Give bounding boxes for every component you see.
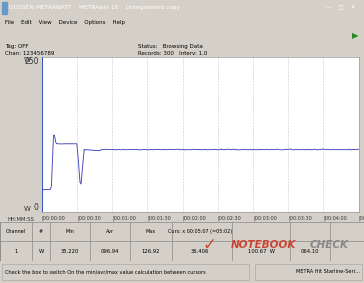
Text: |00:00:30: |00:00:30 <box>77 215 101 221</box>
Text: |00:01:30: |00:01:30 <box>147 215 171 221</box>
Text: ✓: ✓ <box>203 236 217 254</box>
Text: Curs: x 00:05:07 (=05:02): Curs: x 00:05:07 (=05:02) <box>168 229 232 234</box>
Text: Records: 300   Interv: 1.0: Records: 300 Interv: 1.0 <box>138 51 208 56</box>
Text: ▶: ▶ <box>352 31 359 40</box>
Text: 064.10: 064.10 <box>301 249 319 254</box>
Text: W: W <box>24 57 31 63</box>
Text: Chan: 123456789: Chan: 123456789 <box>5 51 55 56</box>
Text: |00:02:00: |00:02:00 <box>183 215 206 221</box>
Text: 35.220: 35.220 <box>61 249 79 254</box>
Text: #: # <box>39 229 43 234</box>
Text: Channel: Channel <box>6 229 26 234</box>
Text: NOTEBOOK: NOTEBOOK <box>231 240 297 250</box>
Text: CHECK: CHECK <box>310 240 349 250</box>
Text: Status:   Browsing Data: Status: Browsing Data <box>138 44 203 48</box>
Text: |00:04:00: |00:04:00 <box>323 215 347 221</box>
Bar <box>255 264 362 280</box>
Bar <box>2 3 7 14</box>
Text: Check the box to switch On the min/avr/max value calculation between cursors: Check the box to switch On the min/avr/m… <box>5 269 206 275</box>
Text: GOSSEN METRAWATT    METRAwin 10    Unregistered copy: GOSSEN METRAWATT METRAwin 10 Unregistere… <box>9 5 180 10</box>
Text: W: W <box>38 249 44 254</box>
Text: File    Edit    View    Device    Options    Help: File Edit View Device Options Help <box>5 20 126 25</box>
Text: 1: 1 <box>14 249 18 254</box>
Text: W: W <box>24 206 31 212</box>
Text: Min: Min <box>66 229 74 234</box>
Text: |00:03:00: |00:03:00 <box>253 215 277 221</box>
Text: Avr: Avr <box>106 229 114 234</box>
Text: |00:04:30: |00:04:30 <box>359 215 364 221</box>
Bar <box>2 264 249 280</box>
Text: |00:00:00: |00:00:00 <box>42 215 66 221</box>
Text: Tag: OFF: Tag: OFF <box>5 44 29 48</box>
Text: |00:01:00: |00:01:00 <box>112 215 136 221</box>
Text: 096.94: 096.94 <box>101 249 119 254</box>
Text: |00:02:30: |00:02:30 <box>218 215 242 221</box>
Text: 0: 0 <box>34 203 39 212</box>
Text: METRA Hit Starline-Seri...: METRA Hit Starline-Seri... <box>296 269 360 275</box>
Text: 100.67  W: 100.67 W <box>249 249 276 254</box>
Text: 250: 250 <box>24 57 39 66</box>
Text: HH:MM:SS: HH:MM:SS <box>7 217 34 222</box>
Text: 126.92: 126.92 <box>142 249 160 254</box>
Text: Max: Max <box>146 229 156 234</box>
Text: —    □    ✕: — □ ✕ <box>326 5 355 10</box>
Text: 36.406: 36.406 <box>191 249 209 254</box>
Text: |00:03:30: |00:03:30 <box>288 215 312 221</box>
